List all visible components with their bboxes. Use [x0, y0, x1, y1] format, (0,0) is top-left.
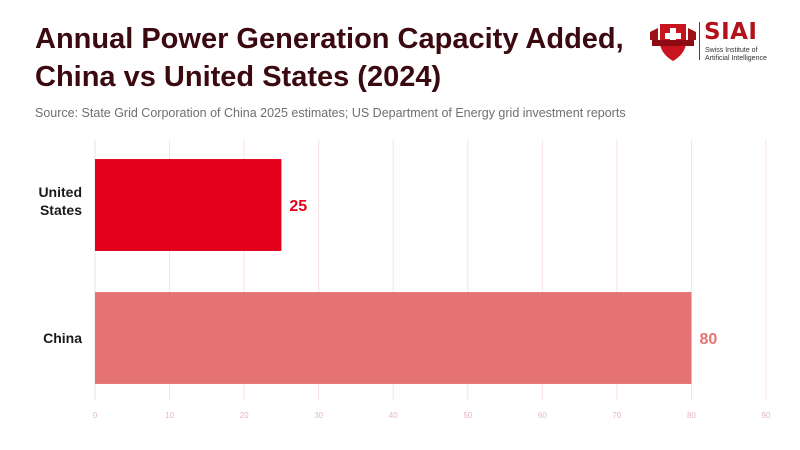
x-tick-label: 50 — [463, 411, 472, 420]
x-tick-label: 80 — [687, 411, 696, 420]
data-label: 80 — [699, 331, 717, 348]
x-tick-label: 60 — [538, 411, 547, 420]
data-label: 25 — [289, 198, 307, 215]
x-tick-label: 10 — [165, 411, 174, 420]
shield-icon — [650, 24, 696, 61]
x-tick-label: 20 — [240, 411, 249, 420]
logo-subtitle-line2: Artificial Intelligence — [705, 55, 767, 62]
siai-logo: SIAI Swiss Institute of Artificial Intel… — [648, 19, 778, 64]
bar-china — [95, 292, 692, 384]
category-label: United States — [38, 184, 82, 218]
category-label: China — [43, 330, 82, 346]
x-tick-label: 30 — [314, 411, 323, 420]
labels: 0 10 20 30 40 50 60 70 80 90 United States 25 China 80 — [38, 184, 771, 420]
x-tick-label: 90 — [762, 411, 771, 420]
logo-wordmark: SIAI — [704, 19, 758, 45]
bars — [95, 159, 692, 384]
source-note: Source: State Grid Corporation of China … — [35, 106, 626, 120]
chart-title: Annual Power Generation Capacity Added, … — [35, 23, 624, 93]
logo-subtitle-line1: Swiss Institute of — [705, 47, 758, 54]
bar-united-states — [95, 159, 282, 251]
logo-divider — [699, 22, 700, 60]
x-tick-label: 70 — [612, 411, 621, 420]
logo-subtitle: Swiss Institute of Artificial Intelligen… — [705, 47, 767, 63]
x-tick-label: 0 — [93, 411, 98, 420]
x-tick-label: 40 — [389, 411, 398, 420]
